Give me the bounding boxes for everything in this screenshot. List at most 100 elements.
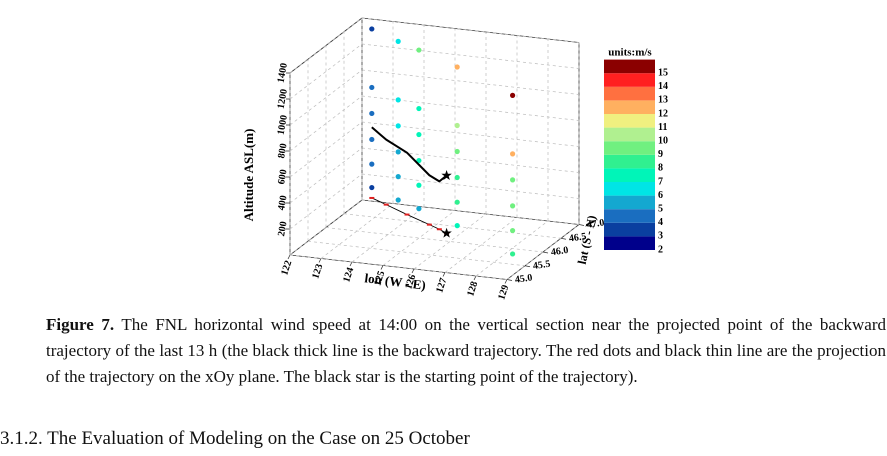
y-tick-label: 46.5 [568,231,587,244]
colorbar-label: 13 [658,95,668,106]
grid-line [289,254,508,280]
y-tick-label: 45.0 [514,272,533,285]
wind-dot [369,84,375,91]
colorbar-label: 10 [658,135,668,146]
wind-dot [509,227,516,234]
x-tick [349,261,353,267]
wind-dot [395,38,401,45]
projection-dot [369,196,375,199]
wind-dot [454,64,460,70]
wind-dot [369,110,375,117]
colorbar-cell [604,86,655,101]
grid-line [361,173,580,199]
x-tick [287,254,291,260]
wind-dot [416,157,422,164]
x-tick-label: 122 [279,259,294,277]
grid-line [361,17,580,43]
wind-dot [509,92,516,98]
colorbar-cell [604,59,655,74]
colorbar-cell [604,141,655,155]
colorbar-label: 15 [658,67,668,78]
wind-dot [395,149,401,155]
wind-dot [369,136,375,143]
grid-line [361,95,580,121]
colorbar-label: 6 [658,190,663,201]
wind-dot [509,251,516,257]
section-heading: 3.1.2. The Evaluation of Modeling on the… [0,428,470,449]
chart: units:m/s Altitude ASL(m) lon (W - E) la… [241,17,668,302]
colorbar-label: 8 [658,163,663,174]
wind-dot [509,151,516,157]
colorbar-cell [604,127,655,142]
colorbar-label: 5 [658,203,663,214]
colorbar-cell [604,236,655,250]
wind-dot [509,177,516,183]
colorbar-label: 3 [658,231,663,242]
caption-label: Figure 7. [46,315,115,334]
colorbar-title: units:m/s [608,47,652,59]
x-tick [318,258,322,263]
wind-dot [454,223,460,229]
grid-line [361,147,580,173]
grid-line [361,121,580,147]
colorbar-label: 14 [658,81,668,92]
x-tick-label: 128 [465,280,480,298]
x-tick [504,279,508,284]
grid-line [361,69,580,95]
x-tick [442,272,446,277]
colorbar-cell [604,154,655,169]
projection-dot [426,223,432,226]
wind-dot [416,105,422,112]
z-tick-label: 400 [276,195,289,212]
grid-line [325,227,544,253]
grid-line [343,213,562,239]
z-axis-title: Altitude ASL(m) [241,129,256,222]
wind-dot [369,161,375,167]
z-tick-label: 600 [276,169,289,186]
x-tick-label: 125 [372,270,387,288]
y-tick-label: 45.5 [532,259,551,272]
colorbar-cell [604,100,655,114]
grid-line [361,199,580,225]
projection-dot [436,228,442,231]
x-tick-label: 127 [434,277,449,295]
wind-dot [509,203,516,209]
x-tick [473,275,477,281]
caption-text: The FNL horizontal wind speed at 14:00 o… [46,315,886,386]
wind-dot [416,182,422,188]
x-tick-label: 129 [496,284,511,302]
x-tick-label: 123 [310,263,325,281]
colorbar-label: 11 [658,122,667,133]
wind-dot [416,206,422,212]
wind-dot [395,97,401,103]
wind-dot [454,174,460,181]
wind-dot [454,199,460,205]
wind-dot [454,148,460,155]
z-tick-label: 200 [276,221,289,238]
trajectory-projection [371,197,447,234]
y-tick [506,279,513,281]
colorbar-cell [604,73,655,87]
colorbar-label: 9 [658,149,663,160]
wind-dot [395,123,401,129]
colorbar-cell [604,222,655,237]
grid-line [361,43,580,69]
colorbar-label: 4 [658,217,663,228]
y-tick [524,265,531,268]
y-tick-label: 46.0 [550,245,569,258]
projection-dot [383,203,389,206]
x-tick [411,268,415,274]
colorbar-label: 7 [658,176,663,187]
colorbar-label: 2 [658,244,663,255]
start-star [441,170,452,180]
x-tick-label: 126 [403,273,418,291]
colorbar-cell [604,209,655,223]
colorbar-cell [604,195,655,210]
z-tick-label: 800 [276,143,289,160]
trajectory [371,126,448,183]
colorbar-label: 12 [658,108,668,119]
wind-dot [416,47,422,53]
wind-dot [454,122,460,129]
y-tick-label: 47.0 [586,217,605,230]
